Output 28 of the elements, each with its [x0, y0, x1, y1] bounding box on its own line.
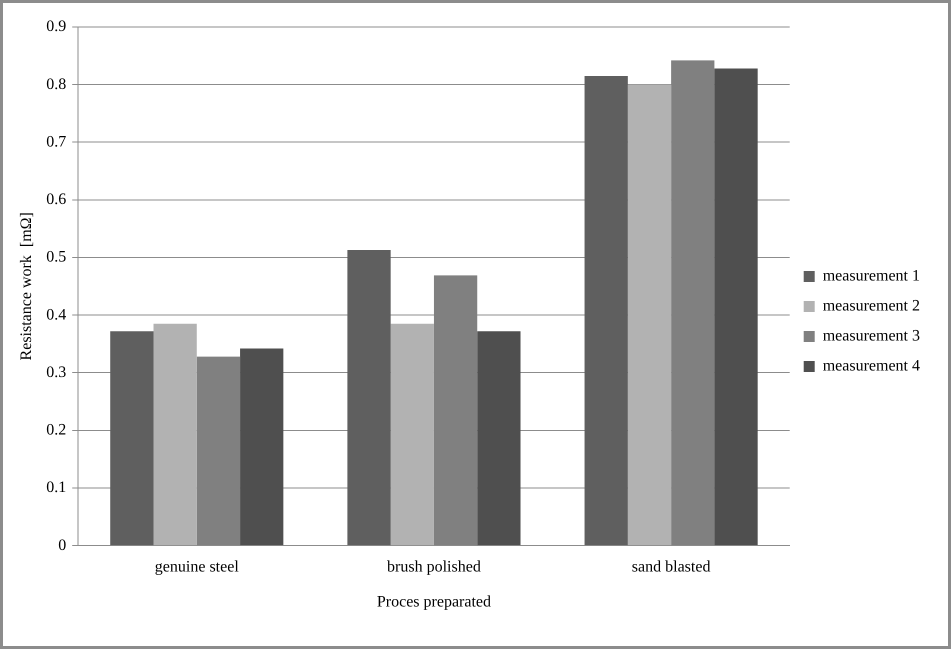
bar: [240, 348, 284, 546]
bar: [628, 84, 672, 546]
y-tick-label: 0.8: [46, 76, 66, 93]
legend-label: measurement 4: [822, 358, 920, 375]
bar: [110, 331, 154, 546]
y-tick-label: 0.7: [46, 133, 66, 150]
bar: [347, 250, 391, 546]
bar: [154, 324, 197, 546]
y-tick-label: 0.3: [46, 364, 66, 381]
y-tick-label: 0.9: [46, 18, 66, 36]
legend-label: measurement 2: [822, 298, 920, 315]
bar: [714, 68, 758, 546]
x-axis-title: Proces preparated: [376, 594, 492, 611]
x-tick-label: sand blasted: [632, 558, 710, 576]
legend-label: measurement 1: [822, 268, 920, 285]
bar: [390, 324, 434, 546]
bar: [584, 76, 628, 546]
y-axis-title: Resistance work [mΩ]: [18, 212, 35, 360]
y-tick-label: 0.5: [46, 248, 66, 266]
y-tick-label: 0.4: [46, 306, 66, 324]
bar: [477, 331, 521, 546]
legend-label: measurement 3: [822, 328, 920, 345]
y-tick-label: 0.6: [46, 191, 66, 208]
x-tick-label: brush polished: [387, 558, 481, 576]
y-tick-label: 0: [58, 536, 66, 554]
y-tick-label: 0.1: [46, 479, 66, 496]
x-tick-label: genuine steel: [154, 558, 240, 576]
y-tick-label: 0.2: [46, 422, 66, 439]
